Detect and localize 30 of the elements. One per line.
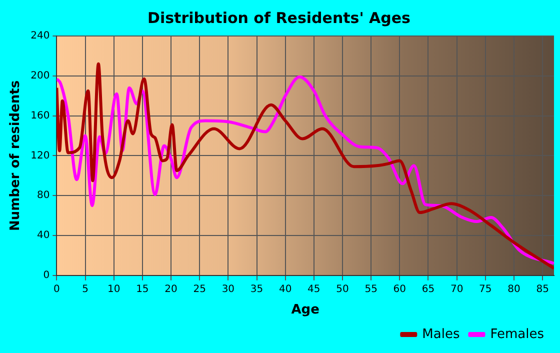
y-axis-title: Number of residents xyxy=(8,80,24,232)
x-tick-label: 60 xyxy=(393,284,406,295)
x-tick-label: 5 xyxy=(82,284,88,295)
legend-label: Females xyxy=(490,326,544,342)
x-tick-label: 65 xyxy=(422,284,435,295)
y-tick-label: 240 xyxy=(30,30,50,42)
x-tick-label: 15 xyxy=(136,284,149,295)
x-tick-label: 70 xyxy=(450,284,464,295)
x-tick-label: 20 xyxy=(164,284,178,295)
y-tick-label: 120 xyxy=(30,150,50,162)
x-tick-label: 80 xyxy=(508,284,520,295)
legend-label: Males xyxy=(422,326,460,342)
x-axis-title: Age xyxy=(291,302,320,318)
y-tick-label: 0 xyxy=(43,270,50,281)
x-tick-label: 40 xyxy=(278,284,292,295)
x-tick-label: 55 xyxy=(364,284,378,295)
x-tick-label: 35 xyxy=(250,284,264,295)
y-tick-label: 160 xyxy=(30,110,50,122)
y-tick-label: 200 xyxy=(30,70,50,82)
x-tick-label: 85 xyxy=(536,284,549,295)
y-tick-label: 40 xyxy=(36,230,50,242)
y-tick-label: 80 xyxy=(36,190,50,202)
x-tick-label: 10 xyxy=(107,284,120,295)
chart-title: Distribution of Residents' Ages xyxy=(148,8,411,27)
x-tick-label: 45 xyxy=(308,284,320,295)
x-tick-label: 30 xyxy=(222,284,235,295)
x-tick-label: 25 xyxy=(193,284,206,295)
x-tick-label: 50 xyxy=(336,284,349,295)
x-tick-label: 75 xyxy=(479,284,492,295)
x-tick-label: 0 xyxy=(54,284,60,295)
